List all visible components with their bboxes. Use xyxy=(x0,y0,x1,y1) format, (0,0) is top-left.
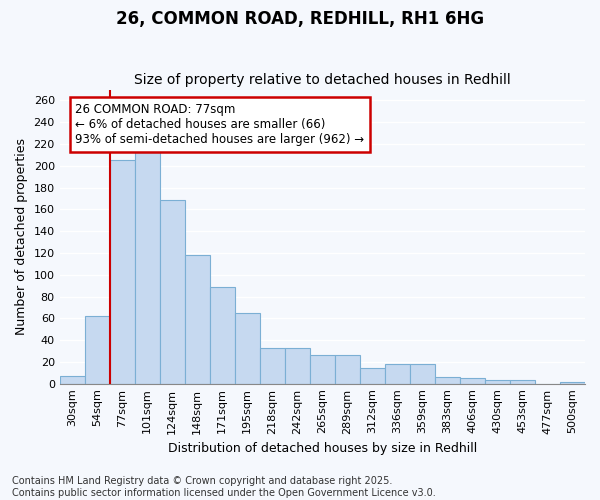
Bar xyxy=(360,368,385,384)
Bar xyxy=(285,348,310,384)
Text: Contains HM Land Registry data © Crown copyright and database right 2025.
Contai: Contains HM Land Registry data © Crown c… xyxy=(12,476,436,498)
Bar xyxy=(435,377,460,384)
Bar xyxy=(335,356,360,384)
Bar xyxy=(410,364,435,384)
Bar xyxy=(510,380,535,384)
Bar xyxy=(210,286,235,384)
Y-axis label: Number of detached properties: Number of detached properties xyxy=(15,138,28,335)
Bar xyxy=(59,376,85,384)
Bar xyxy=(185,255,210,384)
Text: 26, COMMON ROAD, REDHILL, RH1 6HG: 26, COMMON ROAD, REDHILL, RH1 6HG xyxy=(116,10,484,28)
Bar xyxy=(260,348,285,384)
Bar xyxy=(85,316,110,384)
Title: Size of property relative to detached houses in Redhill: Size of property relative to detached ho… xyxy=(134,73,511,87)
Bar xyxy=(385,364,410,384)
X-axis label: Distribution of detached houses by size in Redhill: Distribution of detached houses by size … xyxy=(168,442,477,455)
Bar xyxy=(110,160,135,384)
Bar xyxy=(310,356,335,384)
Bar xyxy=(160,200,185,384)
Bar xyxy=(235,313,260,384)
Bar xyxy=(135,152,160,384)
Bar xyxy=(460,378,485,384)
Bar xyxy=(485,380,510,384)
Text: 26 COMMON ROAD: 77sqm
← 6% of detached houses are smaller (66)
93% of semi-detac: 26 COMMON ROAD: 77sqm ← 6% of detached h… xyxy=(76,103,365,146)
Bar xyxy=(560,382,585,384)
